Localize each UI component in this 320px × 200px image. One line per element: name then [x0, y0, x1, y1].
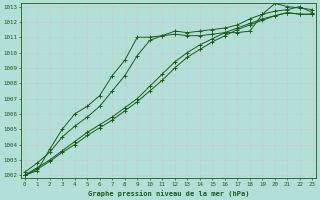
X-axis label: Graphe pression niveau de la mer (hPa): Graphe pression niveau de la mer (hPa) [88, 190, 249, 197]
